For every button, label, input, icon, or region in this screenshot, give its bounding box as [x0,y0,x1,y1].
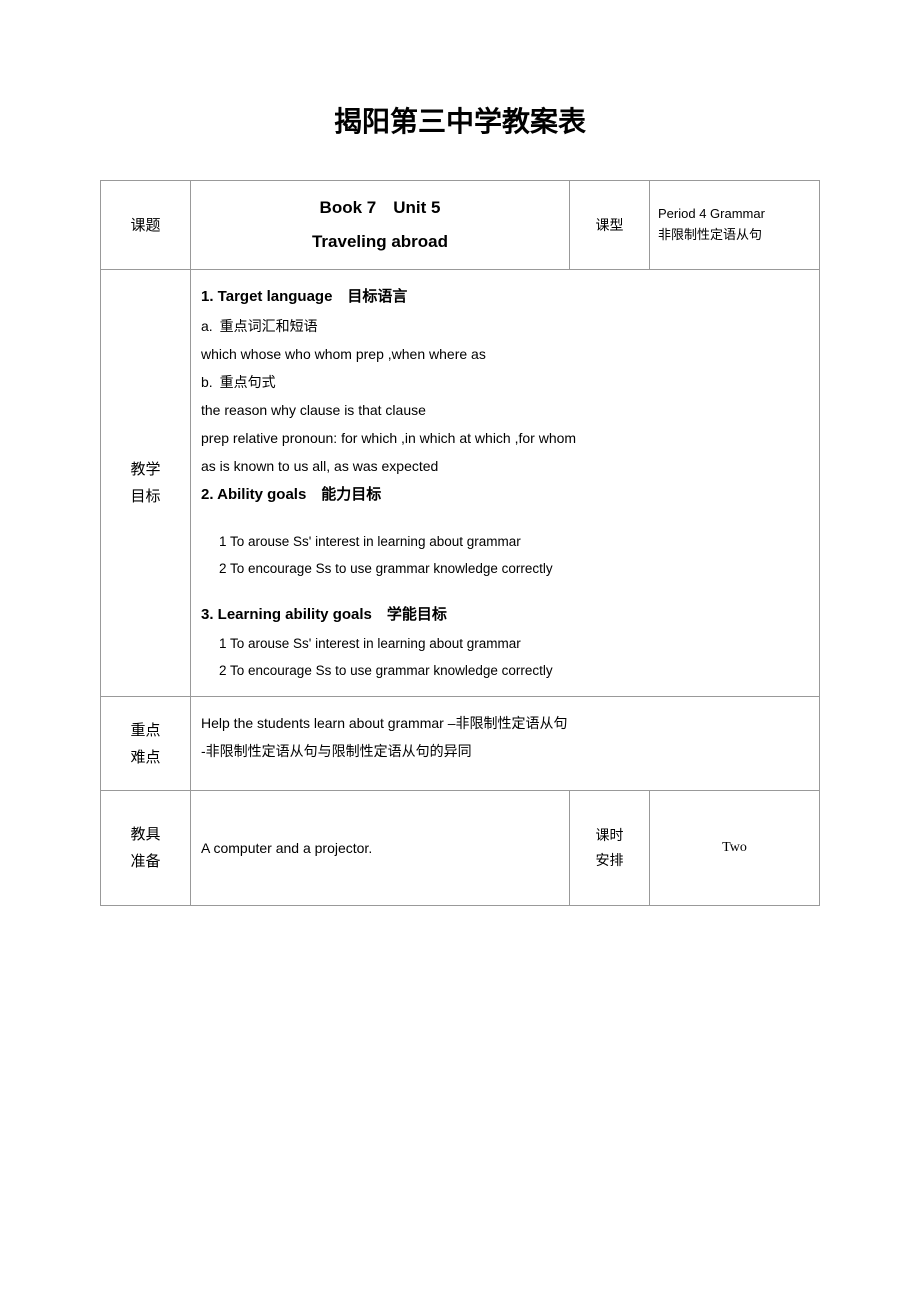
section-3-item2: 2 To encourage Ss to use grammar knowled… [201,657,809,684]
objectives-label: 教学 目标 [101,270,191,697]
topic-line2: Traveling abroad [199,225,561,259]
keypoints-line1: Help the students learn about grammar –非… [201,709,809,737]
section-2-item2: 2 To encourage Ss to use grammar knowled… [201,555,809,582]
topic-line1: Book 7 Unit 5 [199,191,561,225]
label-line2: 准备 [111,848,180,875]
equipment-label: 教具 准备 [101,791,191,906]
keypoints-content: Help the students learn about grammar –非… [191,697,820,791]
period-label-line2: 安排 [578,848,641,873]
section-3-item1: 1 To arouse Ss' interest in learning abo… [201,630,809,657]
lesson-plan-table: 课题 Book 7 Unit 5 Traveling abroad 课型 Per… [100,180,820,906]
section-2-item1: 1 To arouse Ss' interest in learning abo… [201,528,809,555]
section-2-heading: 2. Ability goals 能力目标 [201,480,809,510]
spacer [201,582,809,600]
section-1b-label: b. 重点句式 [201,368,809,396]
label-line2: 目标 [109,483,182,510]
table-row: 重点 难点 Help the students learn about gram… [101,697,820,791]
keypoints-label: 重点 难点 [101,697,191,791]
type-label: 课型 [570,181,650,270]
label-line1: 教学 [109,456,182,483]
topic-label: 课题 [101,181,191,270]
type-value: Period 4 Grammar 非限制性定语从句 [650,181,820,270]
section-1a-content: which whose who whom prep ,when where as [201,340,809,368]
type-value-line2: 非限制性定语从句 [658,225,811,246]
section-1b-content1: the reason why clause is that clause [201,396,809,424]
spacer [201,510,809,528]
section-1a-label: a. 重点词汇和短语 [201,312,809,340]
period-label-line1: 课时 [578,823,641,848]
table-row: 课题 Book 7 Unit 5 Traveling abroad 课型 Per… [101,181,820,270]
section-1b-content2: prep relative pronoun: for which ,in whi… [201,424,809,452]
type-value-line1: Period 4 Grammar [658,204,811,225]
equipment-content: A computer and a projector. [191,791,570,906]
keypoints-line2: -非限制性定语从句与限制性定语从句的异同 [201,737,809,765]
section-1b-content3: as is known to us all, as was expected [201,452,809,480]
label-line1: 重点 [109,717,182,744]
label-line2: 难点 [109,744,182,771]
period-value: Two [650,791,820,906]
objectives-content: 1. Target language 目标语言 a. 重点词汇和短语 which… [191,270,820,697]
table-row: 教学 目标 1. Target language 目标语言 a. 重点词汇和短语… [101,270,820,697]
page-title: 揭阳第三中学教案表 [100,100,820,140]
section-1-heading: 1. Target language 目标语言 [201,282,809,312]
topic-value: Book 7 Unit 5 Traveling abroad [191,181,570,270]
label-line1: 教具 [111,821,180,848]
table-row: 教具 准备 A computer and a projector. 课时 安排 … [101,791,820,906]
section-3-heading: 3. Learning ability goals 学能目标 [201,600,809,630]
period-label: 课时 安排 [570,791,650,906]
